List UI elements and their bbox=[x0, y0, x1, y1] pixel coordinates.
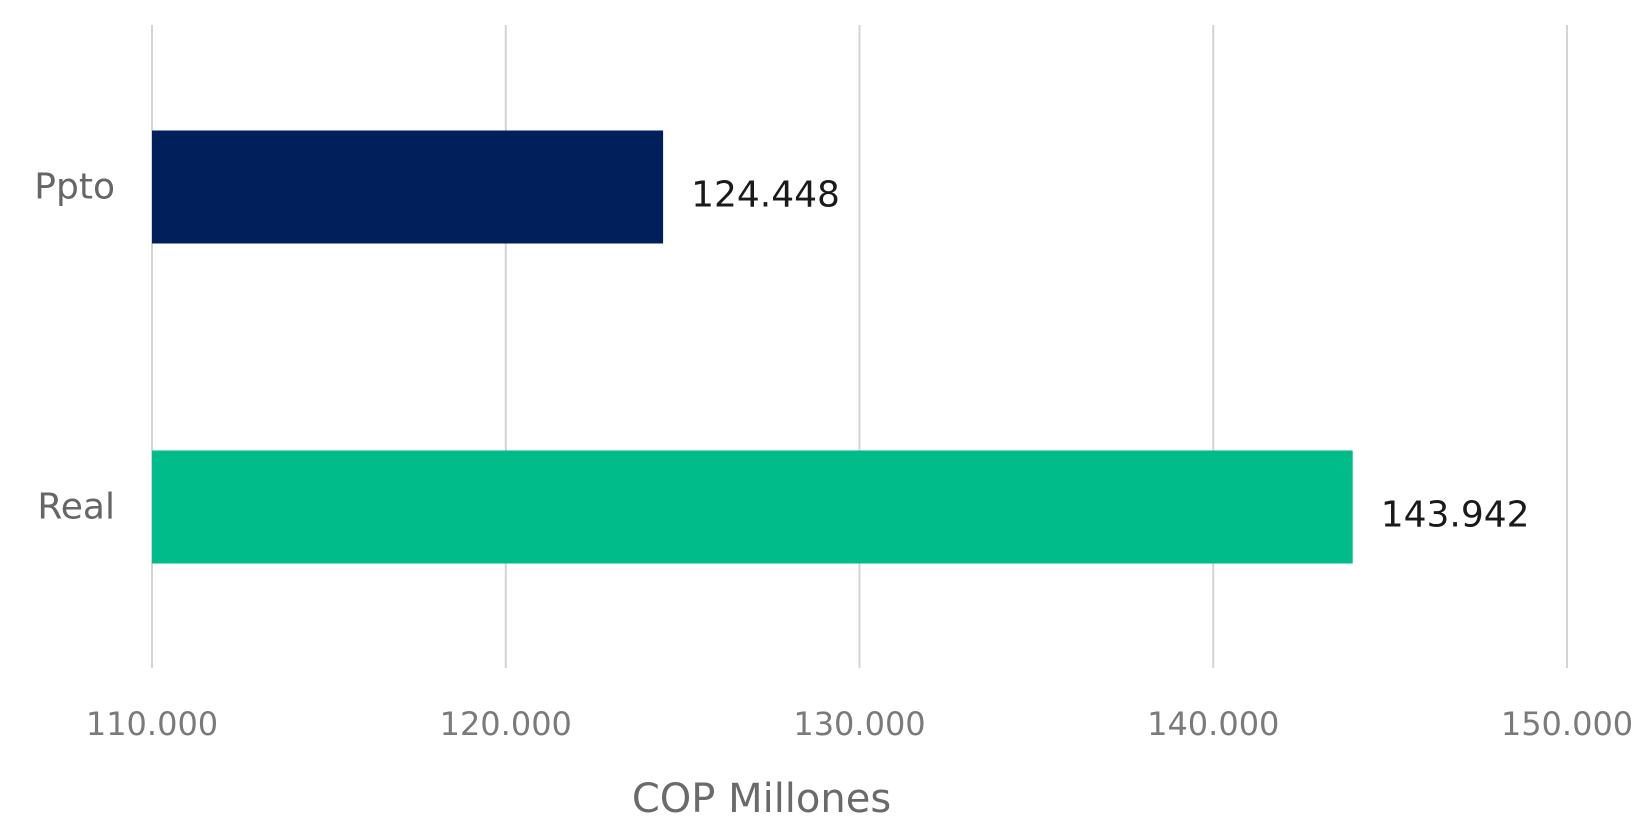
x-tick-label: 150.000 bbox=[1501, 705, 1633, 743]
bar-ppto bbox=[152, 130, 664, 244]
data-label: 143.942 bbox=[1381, 495, 1530, 536]
category-labels: Ppto Real bbox=[34, 167, 115, 528]
gridlines bbox=[151, 25, 1568, 668]
x-tick-label: 140.000 bbox=[1147, 705, 1279, 743]
category-label: Ppto bbox=[34, 167, 115, 208]
x-tick-label: 110.000 bbox=[86, 705, 218, 743]
data-labels: 124.448 143.942 bbox=[691, 175, 1529, 536]
x-tick-label: 130.000 bbox=[793, 705, 925, 743]
x-axis-title: COP Millones bbox=[632, 776, 891, 822]
bars bbox=[152, 130, 1353, 564]
category-label: Real bbox=[37, 487, 115, 528]
bar-real bbox=[152, 450, 1353, 564]
x-tick-label: 120.000 bbox=[440, 705, 572, 743]
x-tick-labels: 110.000 120.000 130.000 140.000 150.000 bbox=[86, 705, 1633, 743]
data-label: 124.448 bbox=[691, 175, 840, 216]
